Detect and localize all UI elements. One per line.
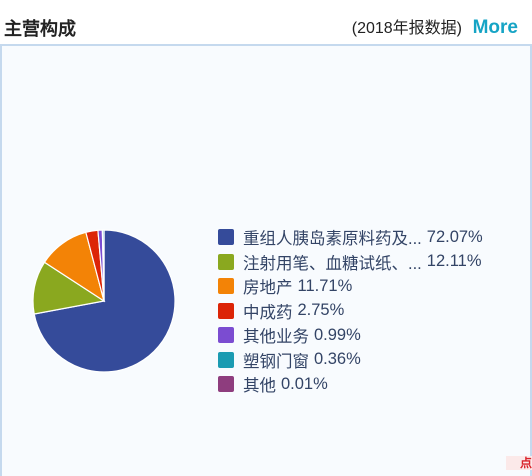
legend-item[interactable]: 房地产 11.71% bbox=[218, 274, 483, 299]
legend-label: 注射用笔、血糖试纸、... bbox=[243, 250, 422, 274]
legend-value: 0.99% bbox=[314, 326, 361, 345]
section-title: 主营构成 bbox=[4, 17, 76, 41]
legend-swatch bbox=[218, 229, 234, 245]
report-period-note: (2018年报数据) bbox=[352, 18, 462, 40]
legend-value: 12.11% bbox=[427, 252, 482, 271]
legend-label: 其他 bbox=[243, 372, 276, 396]
legend-value: 72.07% bbox=[427, 228, 483, 247]
legend-swatch bbox=[218, 278, 234, 294]
legend-swatch bbox=[218, 352, 234, 368]
legend-item[interactable]: 中成药 2.75% bbox=[218, 299, 483, 324]
legend-value: 11.71% bbox=[298, 277, 353, 296]
section-header: 主营构成 (2018年报数据) More bbox=[0, 0, 532, 44]
legend-item[interactable]: 其他 0.01% bbox=[218, 372, 483, 397]
legend-swatch bbox=[218, 254, 234, 270]
legend-label: 房地产 bbox=[243, 274, 293, 298]
legend-label: 塑钢门窗 bbox=[243, 348, 309, 372]
legend-swatch bbox=[218, 303, 234, 319]
legend-value: 2.75% bbox=[298, 301, 345, 320]
chart-panel: 重组人胰岛素原料药及... 72.07% 注射用笔、血糖试纸、... 12.11% 房地… bbox=[0, 44, 532, 476]
legend-item[interactable]: 重组人胰岛素原料药及... 72.07% bbox=[218, 225, 483, 250]
legend-swatch bbox=[218, 376, 234, 392]
legend-swatch bbox=[218, 327, 234, 343]
legend-value: 0.01% bbox=[281, 375, 328, 394]
chart-legend: 重组人胰岛素原料药及... 72.07% 注射用笔、血糖试纸、... 12.11% 房地… bbox=[218, 225, 483, 397]
legend-label: 其他业务 bbox=[243, 323, 309, 347]
more-link[interactable]: More bbox=[473, 16, 518, 40]
pie-slices bbox=[33, 230, 175, 372]
legend-label: 中成药 bbox=[243, 299, 293, 323]
legend-label: 重组人胰岛素原料药及... bbox=[243, 225, 422, 249]
legend-value: 0.36% bbox=[314, 350, 361, 369]
corner-badge[interactable]: 点 bbox=[506, 456, 532, 470]
legend-item[interactable]: 注射用笔、血糖试纸、... 12.11% bbox=[218, 250, 483, 275]
legend-item[interactable]: 其他业务 0.99% bbox=[218, 323, 483, 348]
legend-item[interactable]: 塑钢门窗 0.36% bbox=[218, 348, 483, 373]
